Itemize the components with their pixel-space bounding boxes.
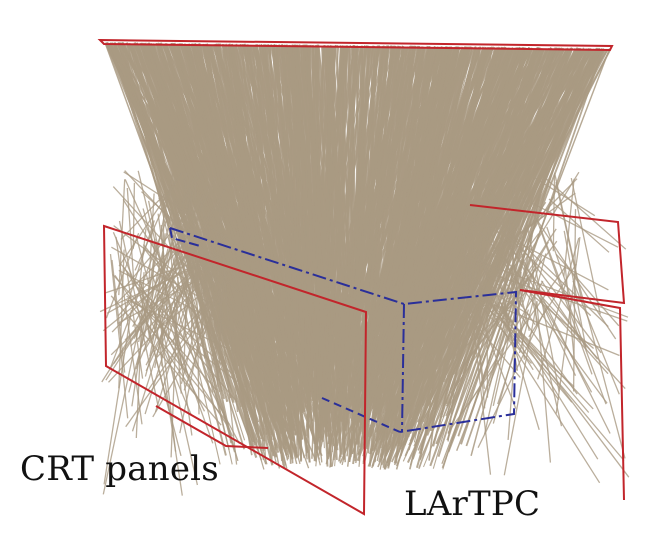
muon-track [139,281,204,411]
lartpc-label: LArTPC [404,487,540,521]
crt-panels-label: CRT panels [20,452,219,486]
muon-track [317,47,318,441]
muon-track [544,177,626,250]
